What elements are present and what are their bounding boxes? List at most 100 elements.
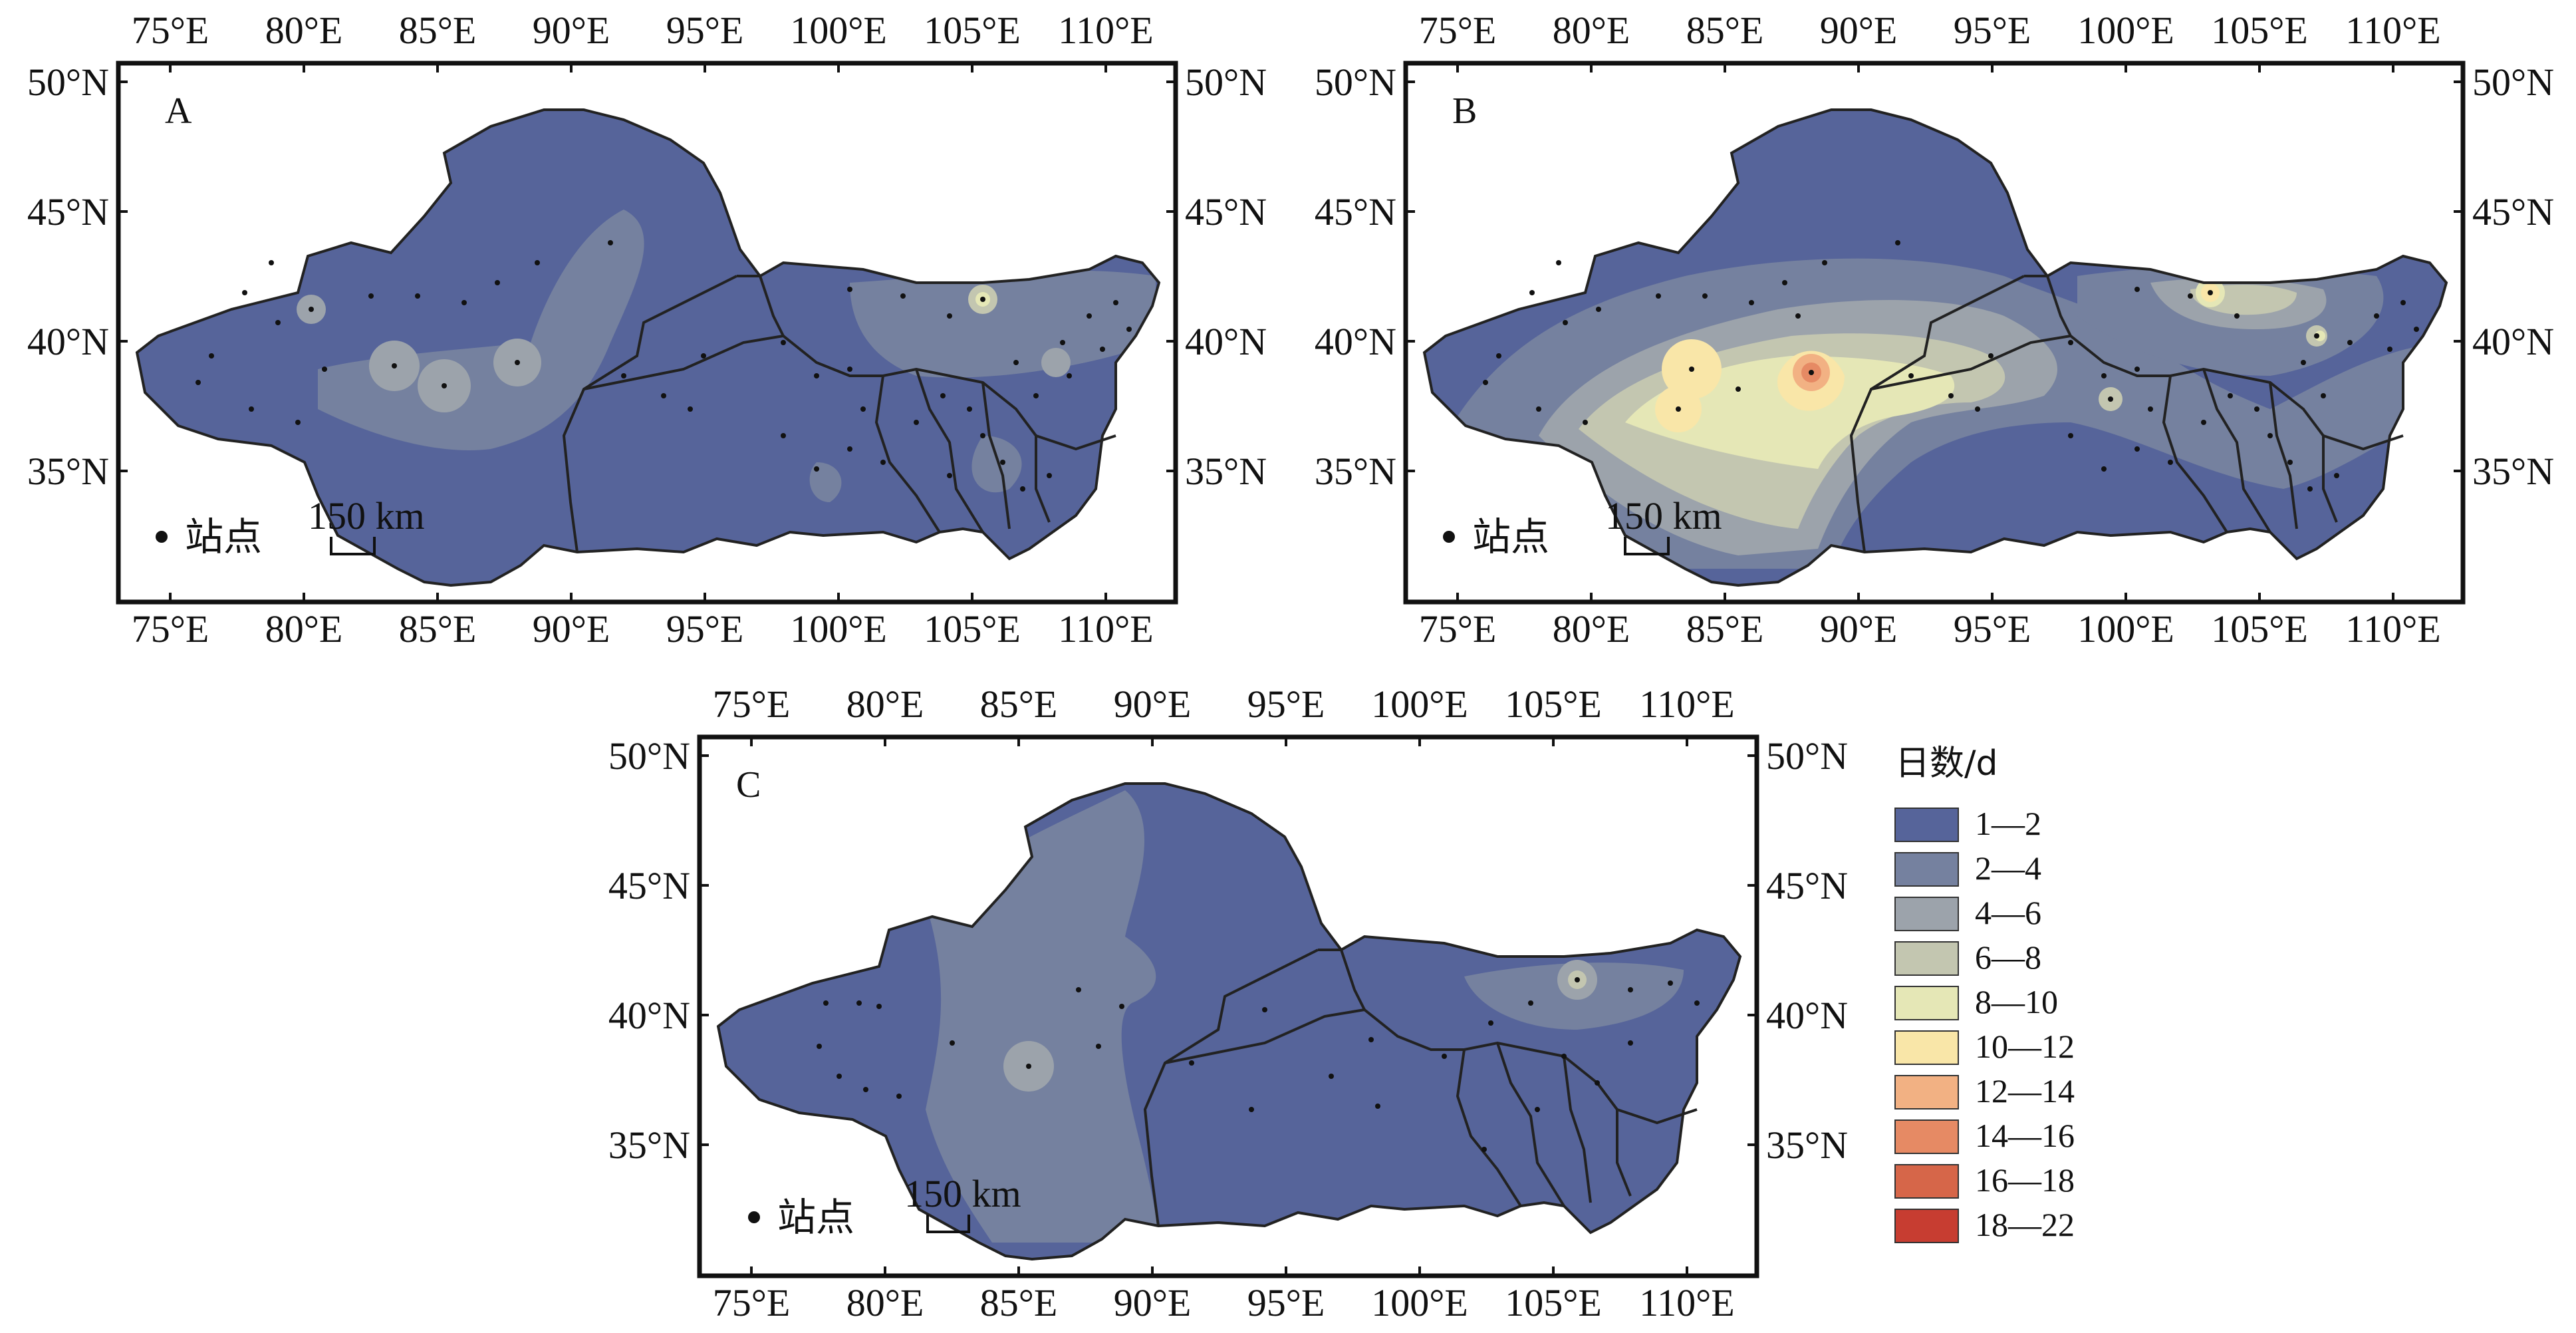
svg-text:90°E: 90°E (533, 607, 610, 651)
panel-b-frame (1403, 61, 2466, 605)
svg-text:80°E: 80°E (846, 1281, 924, 1324)
svg-text:85°E: 85°E (399, 607, 477, 651)
legend-item-label: 14—16 (1975, 1117, 2075, 1154)
svg-text:90°E: 90°E (1820, 607, 1898, 651)
panel-c-boundaries (717, 782, 1741, 1260)
svg-text:40°N: 40°N (27, 320, 109, 363)
svg-text:40°N: 40°N (1766, 994, 1848, 1037)
panel-c-scale-bar (926, 1215, 970, 1233)
svg-text:75°E: 75°E (1419, 607, 1497, 651)
svg-text:95°E: 95°E (666, 607, 744, 651)
panel-b-station-label: 站点 (1472, 514, 1549, 559)
svg-text:40°N: 40°N (1185, 320, 1267, 363)
svg-text:50°N: 50°N (27, 61, 109, 104)
svg-text:35°N: 35°N (1766, 1123, 1848, 1167)
svg-text:50°N: 50°N (1766, 734, 1848, 778)
svg-text:100°E: 100°E (790, 9, 887, 52)
svg-text:85°E: 85°E (399, 9, 477, 52)
panel-b-scale-label: 150 km (1605, 494, 1722, 537)
svg-text:105°E: 105°E (2211, 607, 2308, 651)
svg-text:100°E: 100°E (1371, 1281, 1468, 1324)
svg-text:90°E: 90°E (1114, 1281, 1192, 1324)
panel-c-station-label: 站点 (777, 1195, 854, 1240)
panel-a-ticks (118, 63, 1176, 602)
station-dot-icon (156, 531, 168, 543)
svg-text:105°E: 105°E (1505, 682, 1602, 726)
svg-text:80°E: 80°E (265, 9, 343, 52)
panel-a-left-lat-labels: 50°N 45°N 40°N 35°N (27, 61, 109, 493)
svg-text:95°E: 95°E (1247, 1281, 1325, 1324)
svg-text:110°E: 110°E (2345, 9, 2440, 52)
svg-text:35°N: 35°N (608, 1123, 690, 1167)
svg-text:100°E: 100°E (2077, 9, 2174, 52)
svg-text:110°E: 110°E (1058, 607, 1153, 651)
panel-c-stations (817, 977, 1700, 1152)
panel-a-station-label: 站点 (185, 514, 262, 559)
svg-text:110°E: 110°E (2345, 607, 2440, 651)
legend-item-label: 16—18 (1975, 1161, 2075, 1199)
svg-text:105°E: 105°E (1505, 1281, 1602, 1324)
svg-text:95°E: 95°E (1954, 9, 2031, 52)
svg-text:35°N: 35°N (27, 450, 109, 493)
panel-a-label: A (165, 90, 192, 132)
panel-c-frame (697, 734, 1759, 1278)
svg-text:105°E: 105°E (924, 607, 1021, 651)
legend-item-label: 12—14 (1975, 1072, 2075, 1110)
panel-b-map (1424, 110, 2446, 585)
panel-b: B 站点 150 km 75°E 80°E 85°E 90°E 95°E 100°E … (1315, 9, 2554, 651)
svg-text:110°E: 110°E (1639, 1281, 1734, 1324)
svg-text:45°N: 45°N (1766, 864, 1848, 907)
svg-text:50°N: 50°N (608, 734, 690, 778)
legend: 日数/d 1—2 2—4 4—6 6—8 8—10 10—12 12—14 14—16 16—1… (1894, 744, 2075, 1243)
panel-c: C 站点 150 km 75°E 80°E 85°E 90°E 95°E 100°E … (608, 682, 1848, 1324)
panel-b-boundaries (1423, 108, 2448, 587)
svg-text:85°E: 85°E (1686, 9, 1764, 52)
panel-b-left-lat-labels: 50°N 45°N 40°N 35°N (1315, 61, 1396, 493)
legend-swatch (1894, 808, 1959, 842)
svg-text:45°N: 45°N (27, 190, 109, 233)
panel-c-right-lat-labels: 50°N 45°N 40°N 35°N (1766, 734, 1848, 1167)
svg-text:80°E: 80°E (1553, 9, 1630, 52)
svg-text:85°E: 85°E (980, 1281, 1058, 1324)
panel-b-ticks (1406, 63, 2463, 602)
legend-swatch (1894, 1164, 1959, 1199)
svg-text:110°E: 110°E (1058, 9, 1153, 52)
svg-text:80°E: 80°E (1553, 607, 1630, 651)
svg-text:110°E: 110°E (1639, 682, 1734, 726)
svg-text:45°N: 45°N (608, 864, 690, 907)
legend-items: 1—2 2—4 4—6 6—8 8—10 10—12 12—14 14—16 16—18 18—2… (1894, 805, 2075, 1243)
legend-item-label: 6—8 (1975, 939, 2041, 976)
panel-b-stations (1483, 240, 2419, 492)
svg-text:90°E: 90°E (533, 9, 610, 52)
svg-text:80°E: 80°E (265, 607, 343, 651)
station-dot-icon (1443, 531, 1455, 543)
legend-swatch (1894, 852, 1959, 887)
panel-c-top-lon-labels: 75°E 80°E 85°E 90°E 95°E 100°E 105°E 110°E (713, 682, 1735, 726)
panel-c-scale-label: 150 km (904, 1172, 1021, 1215)
svg-text:100°E: 100°E (1371, 682, 1468, 726)
station-dot-icon (748, 1211, 760, 1223)
panel-a-map (137, 110, 1159, 585)
svg-text:105°E: 105°E (924, 9, 1021, 52)
svg-text:90°E: 90°E (1114, 682, 1192, 726)
legend-item-label: 10—12 (1975, 1028, 2075, 1065)
svg-text:100°E: 100°E (2077, 607, 2174, 651)
svg-text:85°E: 85°E (1686, 607, 1764, 651)
panel-a-right-lat-labels: 50°N 45°N 40°N 35°N (1185, 61, 1267, 493)
panel-b-bottom-lon-labels: 75°E 80°E 85°E 90°E 95°E 100°E 105°E 110°E (1419, 607, 2441, 651)
panel-c-map (718, 784, 1740, 1259)
svg-text:40°N: 40°N (1315, 320, 1396, 363)
panel-b-label: B (1452, 90, 1477, 132)
panel-a-scale-bar (330, 537, 376, 555)
legend-item-label: 8—10 (1975, 983, 2058, 1020)
svg-text:40°N: 40°N (608, 994, 690, 1037)
svg-text:75°E: 75°E (132, 9, 209, 52)
legend-swatch (1894, 1075, 1959, 1110)
svg-text:75°E: 75°E (713, 682, 791, 726)
svg-text:85°E: 85°E (980, 682, 1058, 726)
svg-text:50°N: 50°N (2472, 61, 2554, 104)
svg-text:95°E: 95°E (666, 9, 744, 52)
panel-b-right-lat-labels: 50°N 45°N 40°N 35°N (2472, 61, 2554, 493)
legend-swatch (1894, 941, 1959, 976)
legend-title: 日数/d (1895, 744, 1998, 784)
